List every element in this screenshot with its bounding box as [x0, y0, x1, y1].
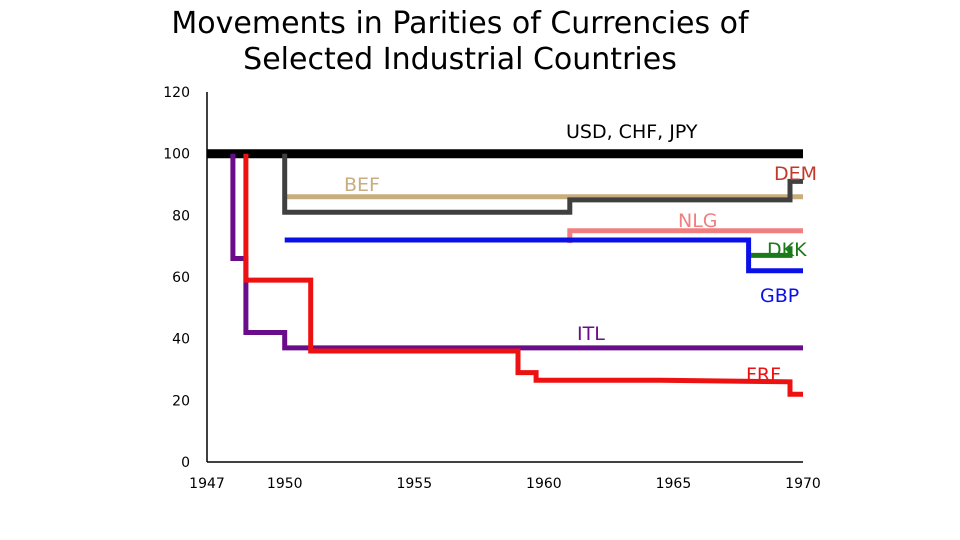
chart-title-line-1: Movements in Parities of Currencies of — [171, 6, 749, 41]
y-tick-label: 40 — [172, 332, 190, 348]
y-tick-label: 0 — [181, 455, 190, 471]
series-label: FRF — [746, 364, 781, 386]
series-line-itl — [230, 153, 803, 351]
series-label: DEM — [774, 163, 817, 185]
x-tick-label: 1960 — [526, 476, 562, 492]
series-label: ITL — [577, 323, 605, 345]
y-tick-label: 80 — [172, 208, 190, 224]
series-label: NLG — [678, 210, 718, 232]
series-line-dkk — [748, 246, 793, 258]
chart-title: Movements in Parities of Currencies of S… — [150, 6, 770, 78]
series-label: DKK — [767, 239, 807, 261]
series-line-dem — [282, 153, 803, 215]
x-tick-label: 1947 — [189, 476, 225, 492]
x-tick-label: 1965 — [656, 476, 692, 492]
y-tick-label: 120 — [163, 85, 190, 101]
y-tick-label: 20 — [172, 393, 190, 409]
y-tick-label: 60 — [172, 270, 190, 286]
x-tick-label: 1955 — [396, 476, 432, 492]
series-label: BEF — [344, 174, 380, 196]
series-label: GBP — [760, 285, 799, 307]
x-tick-label: 1950 — [267, 476, 303, 492]
x-tick-label: 1970 — [785, 476, 821, 492]
y-tick-label: 100 — [163, 147, 190, 163]
series-label: USD, CHF, JPY — [566, 121, 698, 143]
series-line-gbp — [284, 237, 803, 274]
series-line-frf — [243, 153, 803, 397]
chart-title-line-2: Selected Industrial Countries — [243, 42, 677, 77]
